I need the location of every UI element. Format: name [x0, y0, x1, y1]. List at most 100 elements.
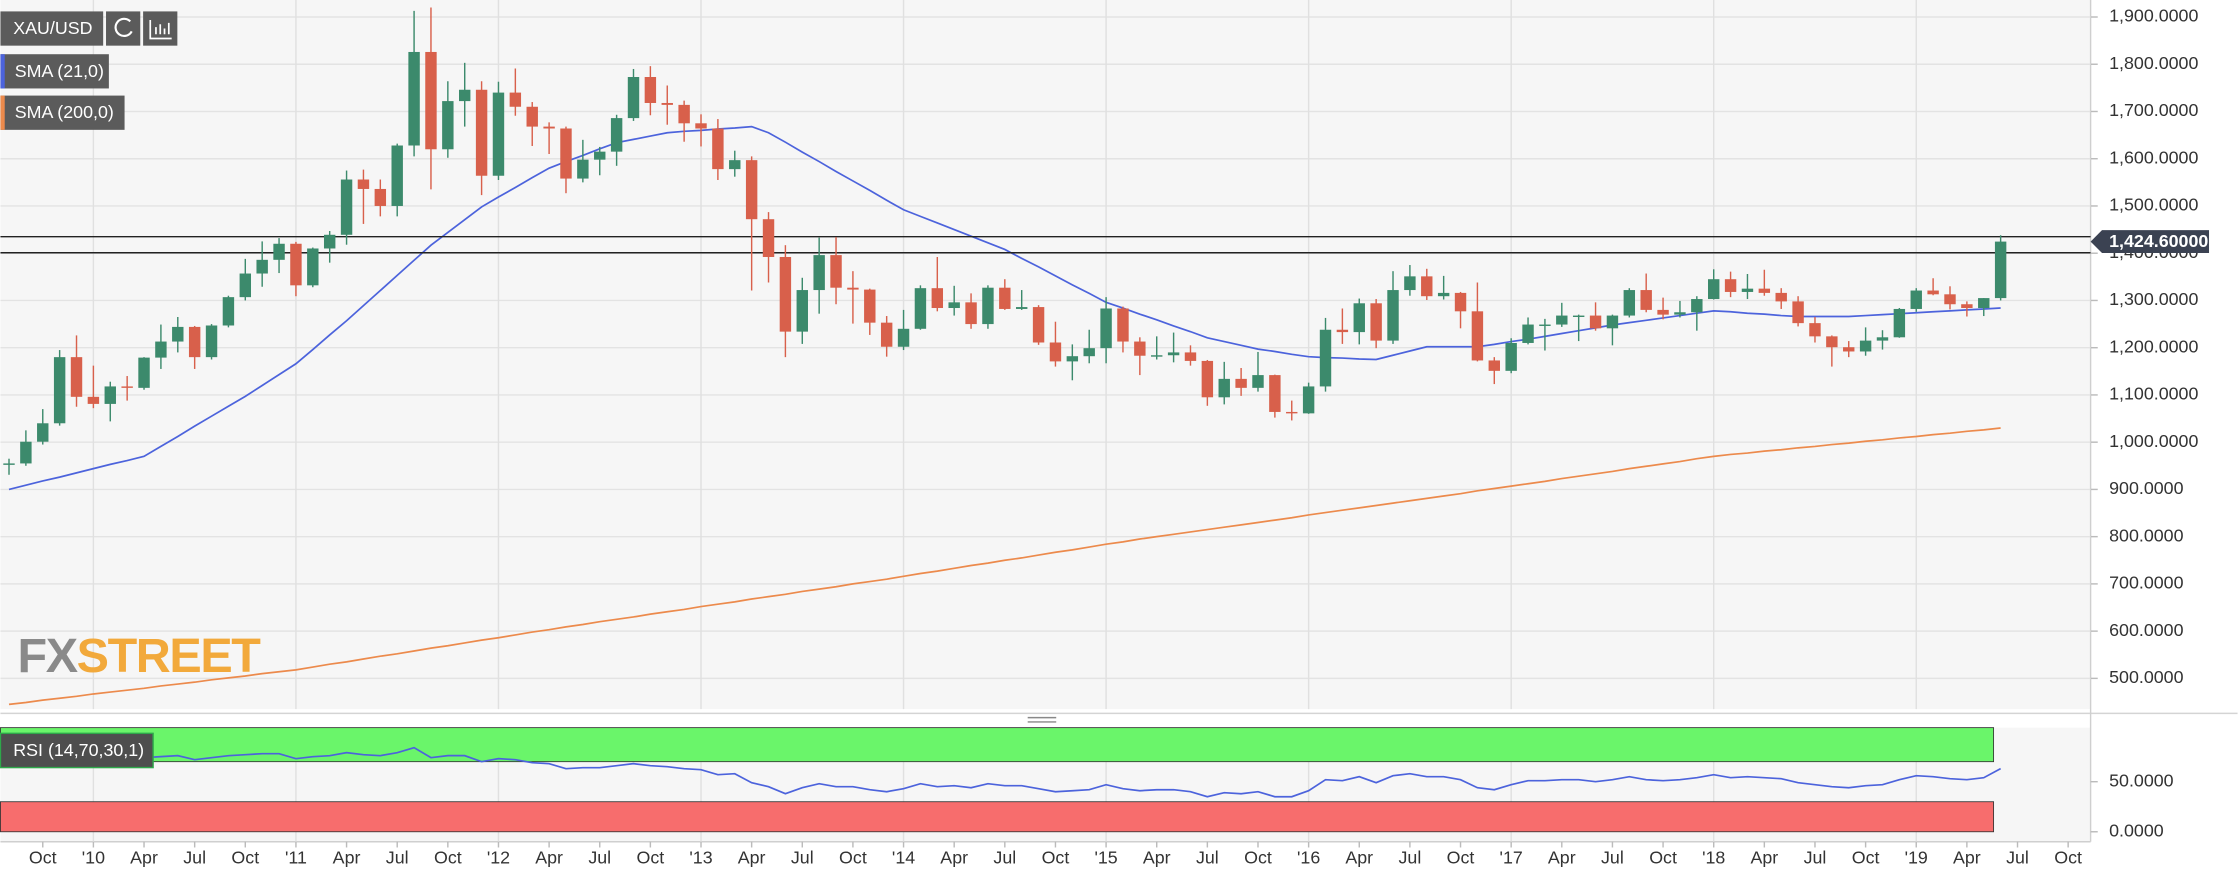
- rsi-title: RSI (14,70,30,1): [13, 740, 144, 760]
- x-tick-label: Jul: [386, 848, 409, 868]
- data-layer: [0, 7, 2091, 833]
- symbol-title: XAU/USD: [13, 18, 92, 38]
- candle-body: [509, 92, 522, 107]
- refresh-button[interactable]: [106, 11, 141, 46]
- candle-body: [661, 102, 673, 105]
- candle-body: [1235, 378, 1247, 388]
- candle-body: [290, 243, 302, 286]
- x-tick-label: Jul: [993, 848, 1016, 868]
- x-tick-label: Oct: [1852, 848, 1880, 868]
- candle-body: [239, 273, 252, 298]
- x-tick-label: Apr: [1750, 848, 1778, 868]
- y-tick-label: 1,500.0000: [2109, 195, 2198, 215]
- x-tick-label: Apr: [333, 848, 361, 868]
- candle-body: [1809, 323, 1821, 337]
- x-tick-label: Jul: [1196, 848, 1219, 868]
- x-tick-label: Oct: [1649, 848, 1677, 868]
- x-tick-label: Oct: [637, 848, 665, 868]
- candle-body: [1707, 279, 1720, 300]
- candle-body: [188, 326, 201, 358]
- candle-body: [1319, 329, 1332, 387]
- candle-body: [999, 287, 1011, 309]
- x-tick-label: Jul: [1398, 848, 1421, 868]
- candle-body: [492, 92, 505, 176]
- x-tick-label: '11: [285, 848, 307, 868]
- candle-body: [1505, 342, 1517, 371]
- x-tick-label: Oct: [434, 848, 462, 868]
- legend-box: [0, 95, 125, 130]
- candle-body: [37, 423, 49, 442]
- candle-body: [577, 159, 589, 179]
- candle-body: [1792, 301, 1804, 324]
- candle-body: [1252, 375, 1264, 388]
- x-tick-label: Apr: [940, 848, 968, 868]
- candle-body: [864, 289, 876, 323]
- candle-body: [1994, 241, 2007, 299]
- candle-body: [70, 357, 83, 397]
- candle-body: [1032, 307, 1045, 343]
- candle-body: [745, 160, 758, 220]
- candle-body: [948, 302, 960, 309]
- candle-body: [1151, 355, 1163, 357]
- x-tick-label: '19: [1905, 848, 1928, 868]
- candle-body: [1218, 378, 1230, 398]
- candle-body: [1910, 290, 1922, 309]
- candle-body: [1083, 348, 1095, 357]
- y-tick-label: 0.0000: [2109, 820, 2164, 840]
- candle-body: [729, 160, 741, 170]
- candle-body: [796, 290, 808, 332]
- candle-body: [1657, 309, 1669, 315]
- candle-body: [1454, 292, 1467, 312]
- candle-body: [1488, 360, 1500, 371]
- candle-body: [1944, 294, 1956, 305]
- y-tick-label: 1,600.0000: [2109, 147, 2198, 167]
- candle-body: [323, 234, 336, 249]
- x-tick-label: Jul: [183, 848, 206, 868]
- candle-body: [847, 287, 859, 290]
- candle-body: [1606, 315, 1619, 329]
- x-tick-label: '13: [689, 848, 712, 868]
- symbol-box: [0, 11, 104, 46]
- logo-street: STREET: [77, 629, 262, 683]
- candle-body: [830, 255, 842, 288]
- x-tick-label: Oct: [1042, 848, 1070, 868]
- candle-body: [1404, 276, 1416, 291]
- x-tick-label: '16: [1297, 848, 1320, 868]
- candle-body: [442, 101, 454, 150]
- candle-body: [1134, 341, 1146, 356]
- candle-body: [1049, 342, 1062, 362]
- candle-body: [53, 357, 66, 424]
- candle-body: [610, 118, 623, 152]
- candle-body: [1826, 336, 1838, 348]
- candle-body: [1623, 290, 1636, 316]
- legend-label: SMA (200,0): [15, 102, 114, 122]
- candle-body: [391, 145, 403, 206]
- candle-body: [1691, 299, 1703, 313]
- x-tick-label: Oct: [839, 848, 867, 868]
- candle-body: [222, 297, 235, 326]
- candle-body: [172, 326, 184, 342]
- candle-body: [1758, 288, 1771, 293]
- rsi-label-box: [0, 732, 154, 769]
- candle-body: [1539, 324, 1551, 326]
- candle-body: [1421, 276, 1433, 297]
- candle-body: [104, 386, 116, 404]
- candle-body: [1286, 411, 1298, 414]
- candle-body: [762, 219, 775, 257]
- rsi-band: [0, 801, 1995, 833]
- x-tick-label: Oct: [29, 848, 57, 868]
- candle-body: [1876, 337, 1889, 341]
- x-tick-label: Jul: [1601, 848, 1624, 868]
- candle-body: [1015, 307, 1028, 309]
- candle-body: [459, 89, 471, 102]
- candle-body: [627, 77, 640, 119]
- x-tick-label: '14: [892, 848, 915, 868]
- candle-body: [1117, 308, 1129, 342]
- candle-body: [1961, 304, 1973, 309]
- y-tick-label: 1,700.0000: [2109, 100, 2198, 120]
- x-tick-label: '12: [487, 848, 510, 868]
- candle-body: [695, 123, 707, 129]
- candle-body: [560, 128, 572, 179]
- candle-body: [155, 341, 167, 358]
